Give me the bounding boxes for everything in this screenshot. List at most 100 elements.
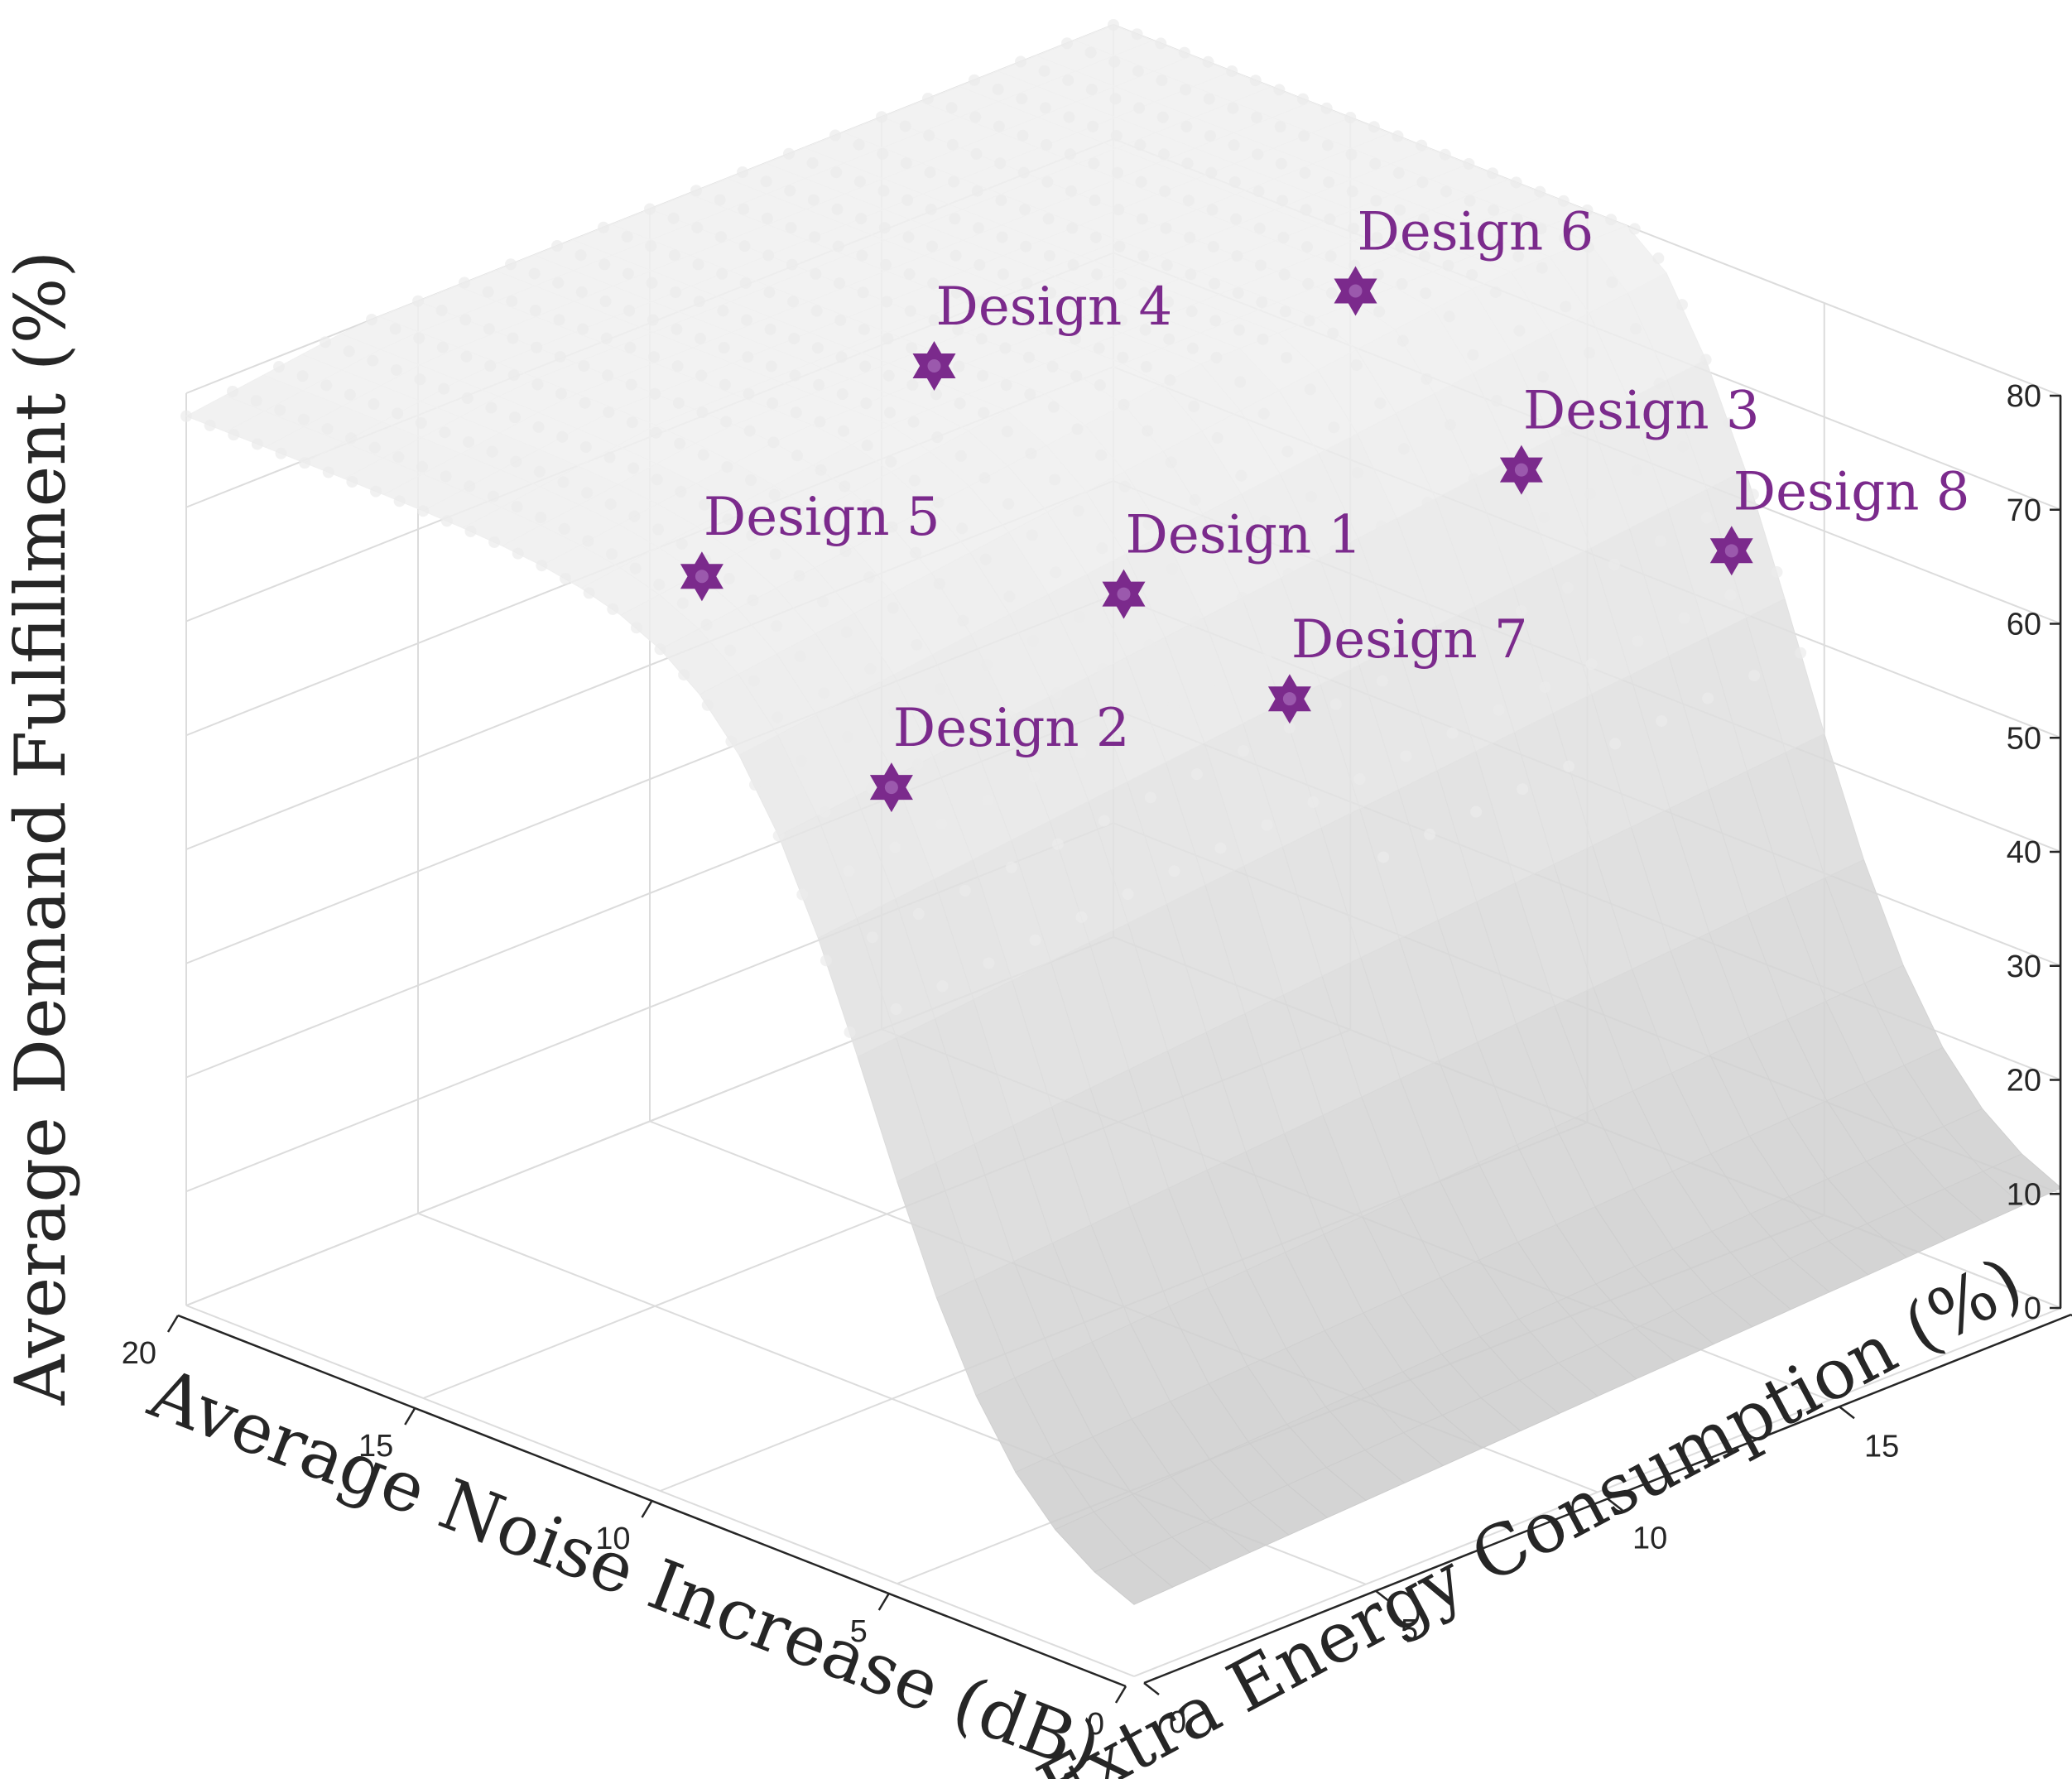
surface-dot: [902, 231, 915, 243]
surface-dot: [762, 249, 775, 262]
surface-dot: [718, 342, 730, 354]
surface-dot: [1167, 700, 1180, 712]
surface-dot: [1421, 497, 1434, 509]
surface-dot: [1276, 195, 1289, 207]
surface-dot: [931, 431, 944, 444]
surface-dot: [1654, 535, 1666, 547]
surface-dot: [748, 675, 760, 687]
surface-dot: [853, 138, 865, 151]
surface-dot: [714, 231, 727, 243]
surface-dot: [627, 462, 640, 474]
surface-dot: [796, 755, 807, 767]
surface-dot: [969, 74, 980, 86]
surface-dot: [644, 203, 656, 215]
surface-dot: [1020, 240, 1032, 252]
surface-dot: [1373, 305, 1386, 318]
surface-dot: [1072, 505, 1084, 517]
surface-dot: [528, 267, 541, 280]
surface-dot: [1605, 214, 1618, 226]
surface-dot: [604, 498, 617, 511]
surface-dot: [745, 474, 757, 487]
surface-dot: [1535, 223, 1547, 235]
surface-dot: [1344, 112, 1357, 123]
surface-dot: [1582, 241, 1594, 253]
surface-dot: [603, 406, 615, 418]
x-tick-mark: [877, 1593, 890, 1611]
surface-dot: [555, 387, 567, 400]
surface-dot: [1327, 327, 1339, 339]
design-label: Design 5: [704, 487, 940, 548]
surface-dot: [1142, 518, 1155, 531]
y-tick-mark: [1143, 1682, 1160, 1695]
surface-dot: [925, 203, 937, 215]
surface-dot: [1392, 167, 1405, 180]
surface-dot: [1186, 342, 1199, 354]
surface-dot: [1049, 474, 1061, 486]
surface-dot: [1047, 401, 1060, 413]
surface-dot: [691, 221, 704, 233]
surface-dot: [1067, 259, 1079, 272]
surface-dot: [978, 472, 991, 484]
surface-dot: [1113, 240, 1126, 252]
surface-dot: [675, 537, 688, 550]
surface-dot: [647, 314, 659, 326]
surface-dot: [978, 406, 990, 419]
surface-dot: [392, 407, 404, 420]
surface-dot: [1117, 351, 1129, 363]
surface-dot: [786, 258, 798, 271]
surface-dot: [674, 437, 686, 450]
surface-dot: [531, 341, 543, 353]
surface-dot: [228, 429, 240, 441]
surface-dot: [834, 277, 845, 290]
surface-dot: [1112, 166, 1123, 179]
surface-dot: [1723, 417, 1736, 430]
z-tick-label: 70: [2007, 493, 2041, 528]
surface-dot: [1329, 698, 1342, 710]
surface-dot: [1232, 286, 1244, 299]
surface-dot: [1228, 175, 1241, 188]
surface-dot: [1700, 512, 1713, 524]
surface-dot: [1108, 55, 1121, 68]
surface-dot: [1585, 658, 1598, 671]
surface-dot: [903, 268, 916, 281]
surface-dot: [1156, 111, 1169, 123]
surface-dot: [1205, 166, 1218, 179]
surface-dot: [1144, 791, 1156, 804]
surface-dot: [836, 388, 849, 401]
surface-dot: [1632, 635, 1644, 647]
surface-dot: [1189, 493, 1201, 506]
surface-dot: [204, 419, 216, 431]
surface-dot: [1046, 360, 1059, 373]
surface-dot: [1420, 287, 1432, 300]
surface-dot: [1581, 204, 1594, 216]
surface-dot: [807, 194, 820, 206]
surface-dot: [784, 185, 796, 197]
surface-dot: [1131, 28, 1143, 41]
surface-dot: [1487, 167, 1498, 180]
surface-dot: [856, 249, 868, 262]
surface-dot: [1209, 277, 1220, 290]
surface-dot: [979, 553, 992, 565]
surface-dot: [1204, 130, 1216, 142]
surface-dot: [1493, 704, 1505, 716]
surface-dot: [796, 888, 809, 901]
surface-dot: [1345, 148, 1358, 161]
surface-dot: [839, 546, 852, 558]
surface-dot: [1446, 727, 1459, 739]
surface-dot: [1043, 249, 1055, 262]
surface-dot: [1015, 55, 1026, 68]
surface-dot: [890, 1003, 902, 1016]
surface-dot: [438, 382, 450, 395]
surface-dot: [838, 425, 849, 437]
surface-dot: [1469, 628, 1481, 641]
surface-dot: [1464, 232, 1477, 244]
surface-dot: [439, 426, 451, 439]
surface-dot: [460, 350, 473, 363]
surface-dot: [1376, 675, 1388, 687]
surface-dot: [813, 378, 825, 391]
surface-dot: [695, 332, 706, 344]
surface-dot: [768, 488, 781, 501]
surface-dot: [1026, 529, 1038, 541]
surface-dot: [882, 369, 895, 382]
hexagram-center: [1282, 692, 1296, 706]
